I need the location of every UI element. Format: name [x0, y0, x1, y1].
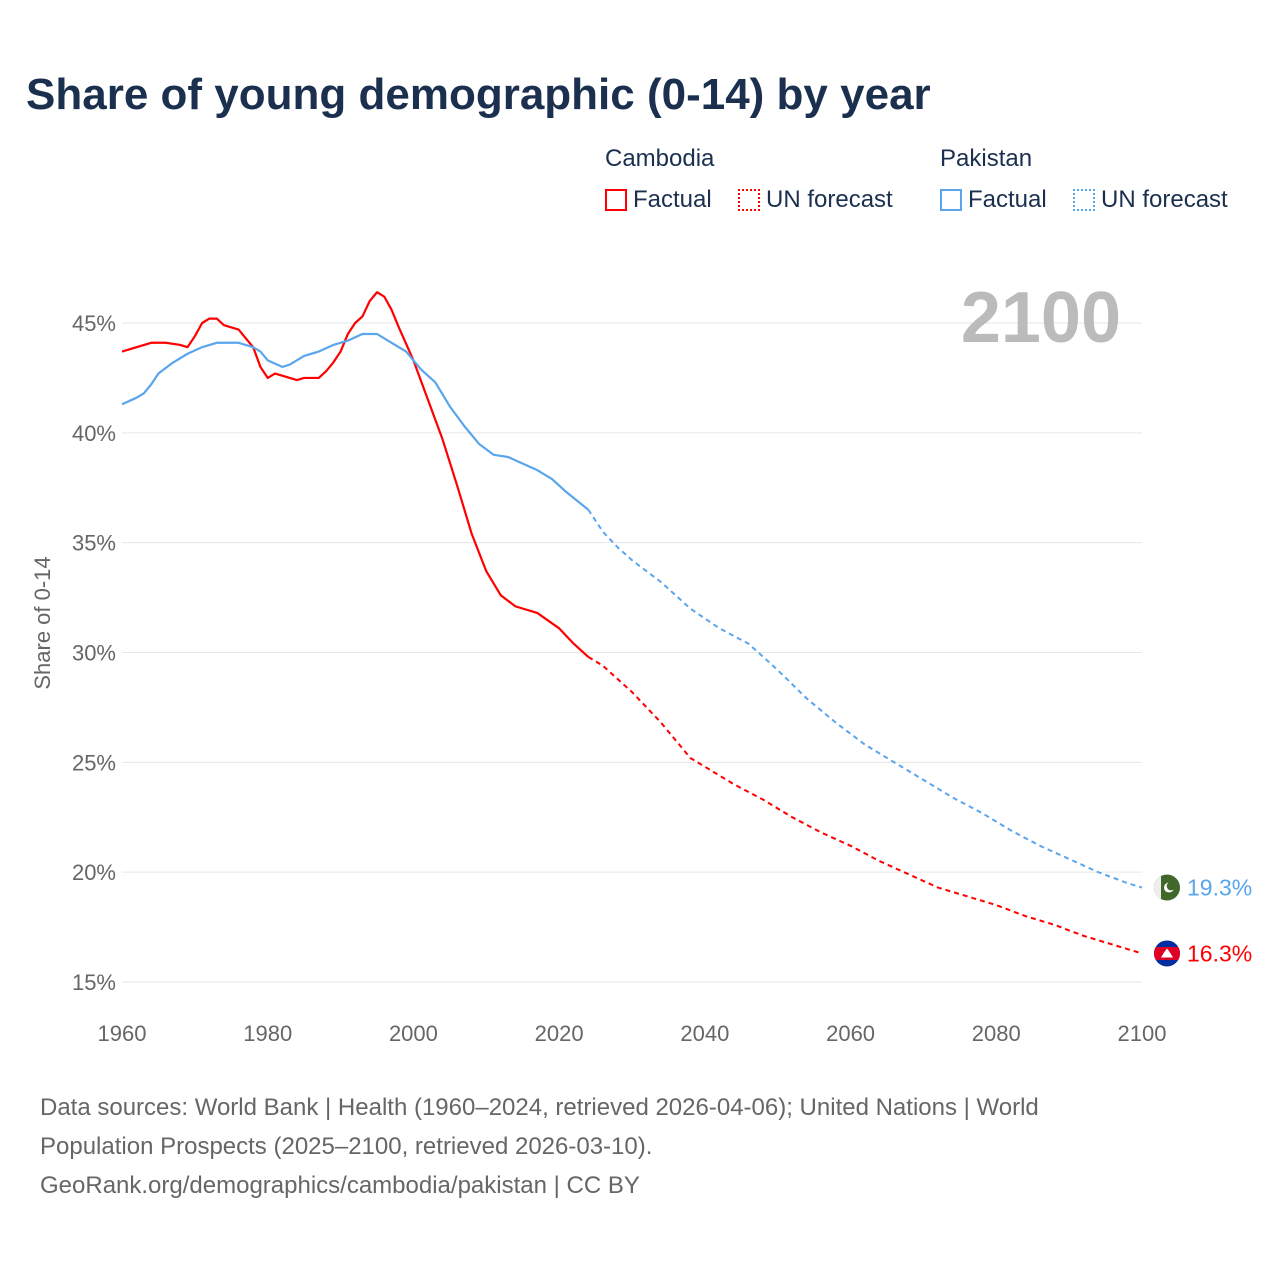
- x-tick-label: 1980: [243, 1021, 292, 1046]
- footer-link[interactable]: GeoRank.org/demographics/cambodia/pakist…: [40, 1172, 640, 1199]
- y-tick-label: 30%: [72, 641, 116, 666]
- x-tick-label: 2000: [389, 1021, 438, 1046]
- cambodia-forecast-line: [587, 656, 1143, 955]
- y-tick-label: 20%: [72, 860, 116, 885]
- legend-group-pakistan: Pakistan: [940, 145, 1033, 172]
- flag-body: [1154, 874, 1180, 901]
- flag-white: [1154, 874, 1161, 901]
- y-tick-label: 25%: [72, 750, 116, 775]
- crescent-cut: [1166, 881, 1176, 891]
- footer: Data sources: World Bank | Health (1960–…: [40, 1088, 1190, 1205]
- y-tick-label: 40%: [72, 421, 116, 446]
- footer-sources: Data sources: World Bank | Health (1960–…: [40, 1094, 1039, 1121]
- year-watermark: 2100: [961, 278, 1121, 358]
- legend-cambodia-forecast[interactable]: UN forecast: [738, 186, 893, 214]
- legend-pakistan-factual[interactable]: Factual: [940, 186, 1047, 214]
- pakistan-flag-icon: [1154, 874, 1180, 901]
- legend-label: UN forecast: [1101, 186, 1228, 213]
- legend-swatch: [605, 189, 627, 211]
- legend-swatch: [940, 189, 962, 211]
- legend-label: Factual: [633, 186, 712, 213]
- pakistan-end-label: 19.3%: [1187, 875, 1252, 901]
- x-tick-label: 1960: [98, 1021, 147, 1046]
- cambodia-factual-line: [121, 291, 590, 658]
- legend-pakistan-forecast[interactable]: UN forecast: [1073, 186, 1228, 214]
- x-tick-label: 2080: [972, 1021, 1021, 1046]
- x-tick-label: 2040: [680, 1021, 729, 1046]
- cambodia-end-label: 16.3%: [1187, 940, 1252, 966]
- legend-swatch: [1073, 189, 1095, 211]
- legend-cambodia-factual[interactable]: Factual: [605, 186, 712, 214]
- chart-title: Share of young demographic (0-14) by yea…: [26, 70, 931, 119]
- legend-label: Factual: [968, 186, 1047, 213]
- temple: [1161, 948, 1173, 958]
- footer-sources-cont: Population Prospects (2025–2100, retriev…: [40, 1133, 653, 1160]
- y-tick-label: 35%: [72, 531, 116, 556]
- legend-group-cambodia: Cambodia: [605, 145, 715, 172]
- legend-label: UN forecast: [766, 186, 893, 213]
- y-tick-label: 45%: [72, 311, 116, 336]
- pakistan-factual-line: [121, 332, 589, 511]
- pakistan-forecast-line: [587, 509, 1143, 889]
- legend-swatch: [738, 189, 760, 211]
- x-tick-label: 2020: [535, 1021, 584, 1046]
- x-tick-label: 2100: [1118, 1021, 1167, 1046]
- cambodia-flag-icon: [1154, 940, 1180, 967]
- flag-body: [1154, 940, 1180, 967]
- x-tick-label: 2060: [826, 1021, 875, 1046]
- y-tick-label: 15%: [72, 970, 116, 995]
- y-axis-label: Share of 0-14: [30, 556, 55, 689]
